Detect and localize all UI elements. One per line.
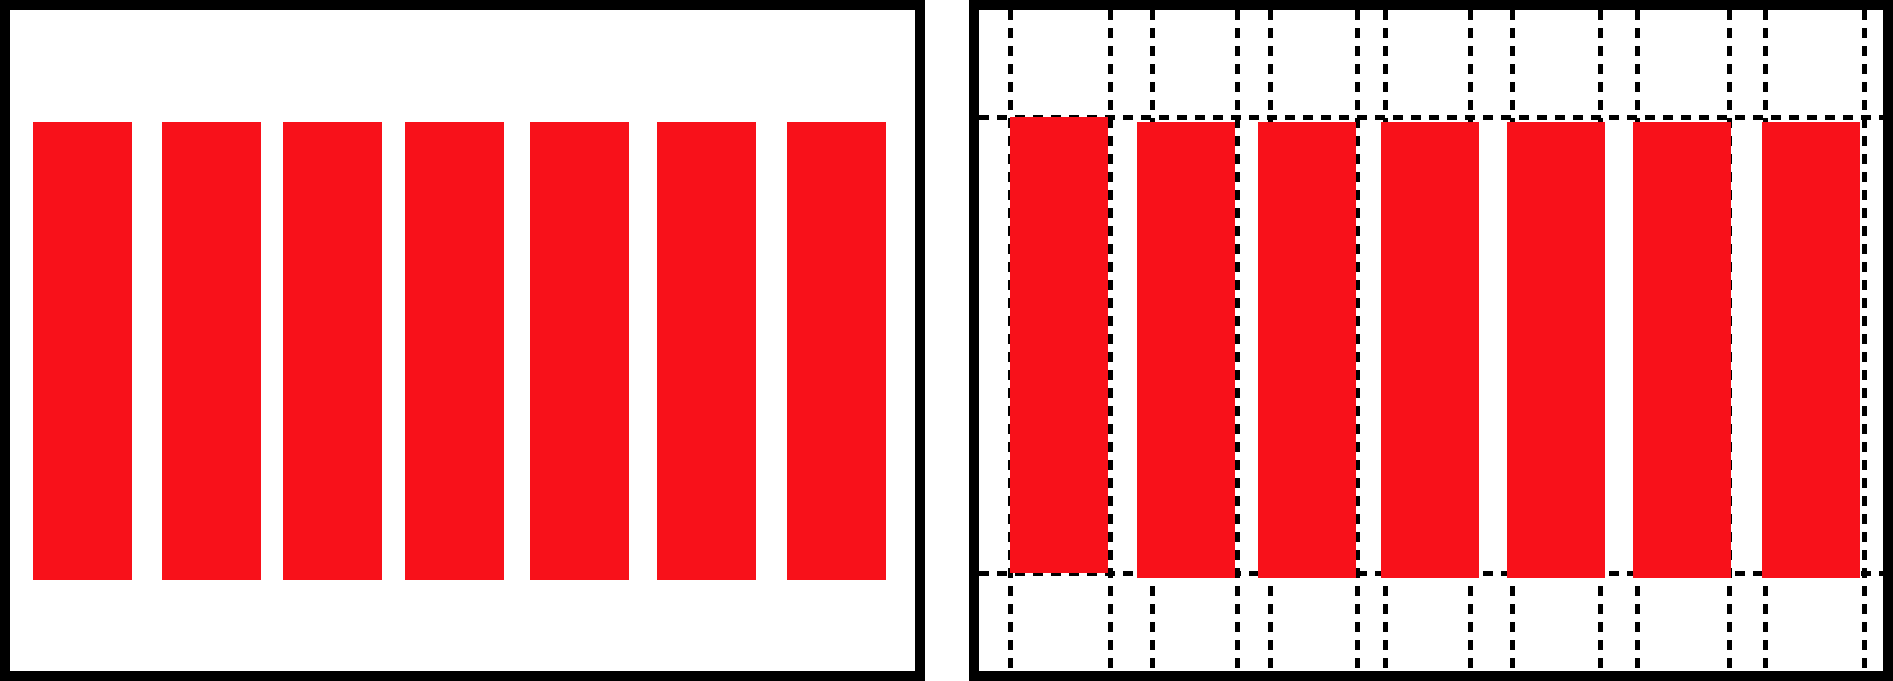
grid-item-bar (657, 122, 756, 580)
grid-item-bar (1258, 122, 1356, 578)
grid-item-bar (1137, 122, 1235, 578)
grid-item-bar (405, 122, 504, 580)
grid-item-bar (283, 122, 382, 580)
grid-track-line-vertical (1355, 10, 1360, 671)
grid-item-bar (1381, 122, 1479, 578)
grid-item-bar (1010, 117, 1108, 573)
grid-track-line-vertical (1108, 10, 1113, 671)
grid-item-bar (1633, 122, 1731, 578)
grid-item-bar (530, 122, 629, 580)
grid-track-line-vertical (1235, 10, 1240, 671)
grid-item-bar (1762, 122, 1860, 578)
grid-track-line-vertical (1862, 10, 1867, 671)
panel-with-grid-overlay (969, 0, 1893, 681)
grid-row-line-top (979, 115, 1883, 120)
grid-item-bar (787, 122, 886, 580)
grid-item-bar (1507, 122, 1605, 578)
grid-item-bar (33, 122, 132, 580)
grid-item-bar (162, 122, 261, 580)
panel-without-grid-overlay (0, 0, 925, 681)
